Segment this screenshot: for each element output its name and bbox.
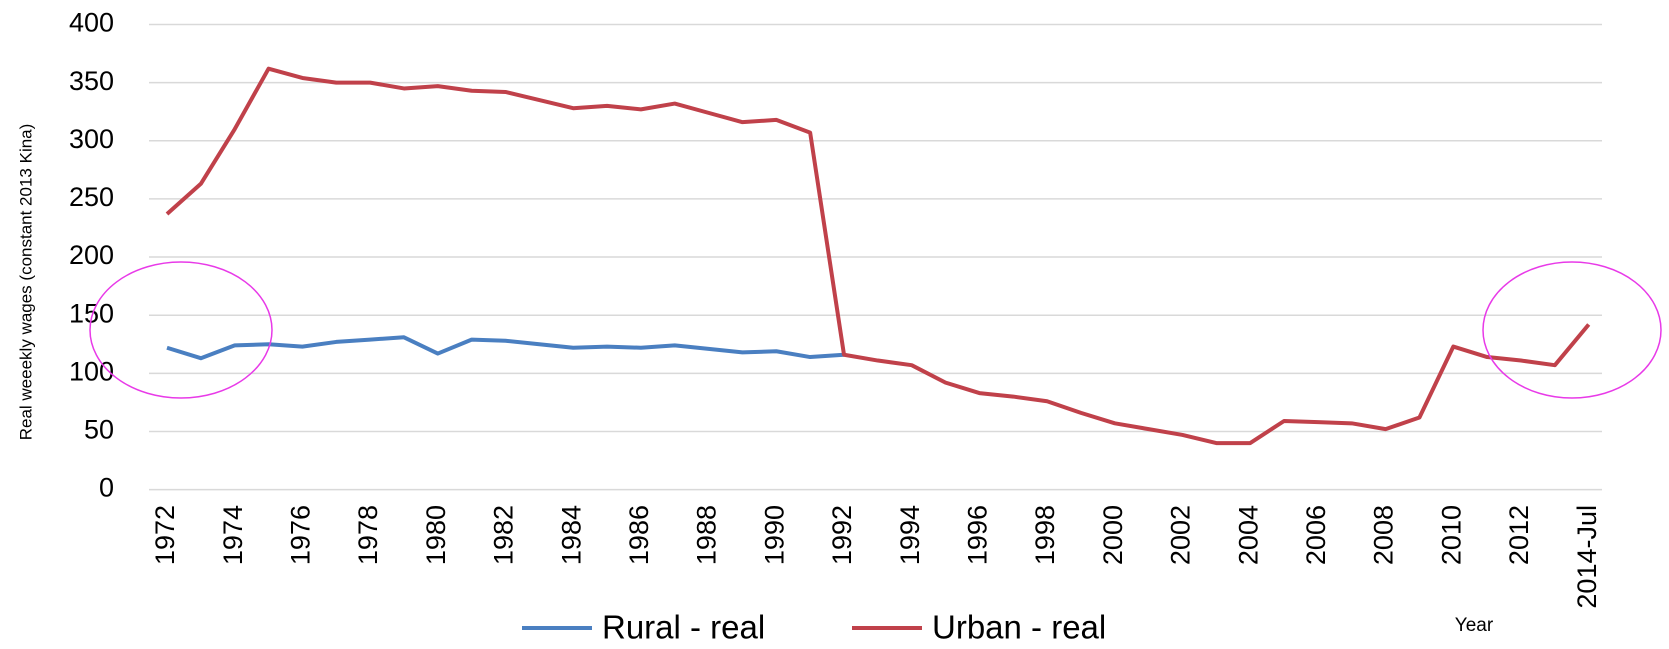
x-tick-label: 2010 — [1436, 505, 1466, 565]
x-tick-label: 1978 — [353, 505, 383, 565]
x-tick-label: 1992 — [827, 505, 857, 565]
y-tick-label: 0 — [99, 473, 114, 503]
y-tick-label: 150 — [69, 298, 114, 328]
legend-label: Urban - real — [932, 609, 1106, 646]
x-tick-label: 1998 — [1030, 505, 1060, 565]
legend-label: Rural - real — [602, 609, 765, 646]
x-tick-label: 1982 — [489, 505, 519, 565]
data-line — [166, 335, 845, 361]
x-tick-label: 1972 — [150, 505, 180, 565]
x-tick-label: 1986 — [624, 505, 654, 565]
x-tick-label: 2000 — [1098, 505, 1128, 565]
y-tick-label: 350 — [69, 66, 114, 96]
y-tick-label: 400 — [69, 8, 114, 38]
x-tick-label: 2002 — [1166, 505, 1196, 565]
y-tick-label: 300 — [69, 124, 114, 154]
x-tick-label: 2004 — [1233, 505, 1263, 565]
x-tick-label: 2012 — [1504, 505, 1534, 565]
x-tick-label: 1988 — [692, 505, 722, 565]
y-tick-label: 100 — [69, 356, 114, 386]
y-tick-label: 50 — [84, 415, 114, 445]
x-tick-label: 1990 — [759, 505, 789, 565]
y-tick-label: 200 — [69, 240, 114, 270]
x-tick-label: 1974 — [218, 505, 248, 565]
data-line — [165, 66, 1591, 446]
x-tick-label: 2008 — [1369, 505, 1399, 565]
y-axis-label: Real weeekly wages (constant 2013 Kina) — [16, 124, 35, 441]
y-tick-label: 250 — [69, 182, 114, 212]
x-tick-label: 2006 — [1301, 505, 1331, 565]
x-axis-label: Year — [1455, 615, 1494, 636]
x-tick-label: 1996 — [963, 505, 993, 565]
x-tick-label: 1980 — [421, 505, 451, 565]
x-tick-label: 1984 — [556, 505, 586, 565]
highlight-ellipse — [89, 261, 273, 399]
x-tick-label: 1994 — [895, 505, 925, 565]
x-tick-label: 2014-Jul — [1572, 505, 1602, 609]
highlight-ellipse — [1482, 261, 1662, 399]
x-tick-label: 1976 — [286, 505, 316, 565]
